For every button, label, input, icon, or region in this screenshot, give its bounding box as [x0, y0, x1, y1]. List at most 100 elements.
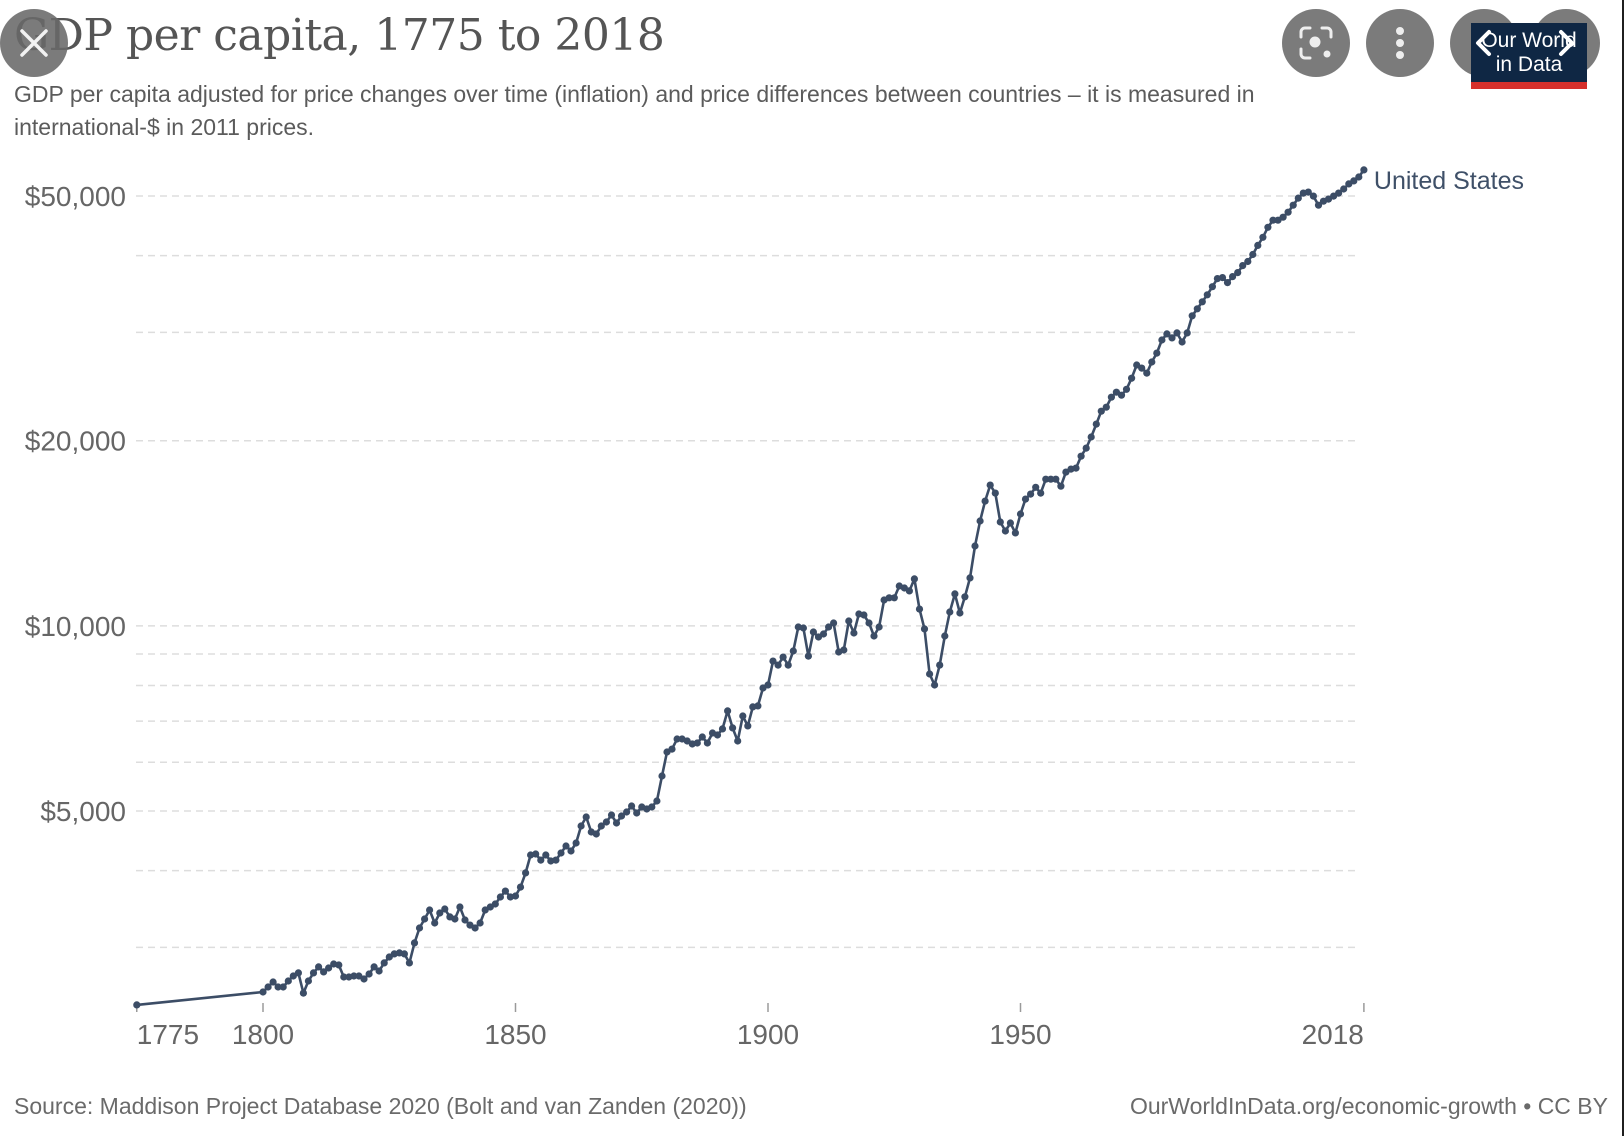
data-point[interactable]: [1032, 483, 1040, 491]
data-point[interactable]: [774, 661, 782, 669]
data-point[interactable]: [698, 733, 706, 741]
data-point[interactable]: [360, 975, 368, 983]
data-point[interactable]: [1006, 519, 1015, 527]
data-point[interactable]: [511, 892, 520, 900]
data-point[interactable]: [1218, 274, 1227, 282]
data-point[interactable]: [350, 972, 358, 980]
data-point[interactable]: [996, 518, 1004, 526]
data-point[interactable]: [1203, 291, 1211, 299]
data-point[interactable]: [1208, 283, 1216, 291]
data-point[interactable]: [274, 983, 282, 991]
data-point[interactable]: [577, 822, 585, 830]
data-point[interactable]: [471, 924, 479, 932]
data-point[interactable]: [451, 915, 459, 923]
data-point[interactable]: [1173, 329, 1181, 337]
data-point[interactable]: [1102, 403, 1110, 411]
data-point[interactable]: [769, 657, 777, 665]
data-point[interactable]: [365, 970, 373, 978]
data-point[interactable]: [1143, 369, 1151, 377]
data-point[interactable]: [693, 739, 701, 747]
data-point[interactable]: [926, 670, 934, 678]
data-point[interactable]: [870, 632, 878, 640]
data-point[interactable]: [335, 961, 343, 969]
data-point[interactable]: [320, 968, 328, 976]
data-point[interactable]: [1198, 298, 1206, 306]
data-point[interactable]: [259, 988, 267, 996]
data-point[interactable]: [981, 497, 989, 505]
data-point[interactable]: [1178, 338, 1186, 346]
data-point[interactable]: [431, 919, 439, 927]
data-point[interactable]: [476, 919, 484, 927]
data-point[interactable]: [1128, 374, 1136, 382]
data-point[interactable]: [658, 772, 666, 780]
data-point[interactable]: [1279, 213, 1287, 221]
data-point[interactable]: [1314, 201, 1323, 209]
data-point[interactable]: [961, 593, 969, 601]
data-point[interactable]: [971, 542, 979, 550]
data-point[interactable]: [673, 735, 681, 743]
data-point[interactable]: [809, 628, 818, 636]
data-point[interactable]: [956, 609, 964, 617]
data-point[interactable]: [299, 989, 307, 997]
data-point[interactable]: [628, 802, 636, 810]
data-point[interactable]: [1234, 269, 1242, 277]
data-point[interactable]: [648, 803, 656, 811]
series-label-united-states[interactable]: United States: [1374, 167, 1524, 195]
data-point[interactable]: [1097, 407, 1105, 415]
data-point[interactable]: [325, 964, 333, 972]
data-point[interactable]: [1264, 223, 1272, 231]
data-point[interactable]: [1037, 489, 1045, 497]
data-point[interactable]: [1340, 185, 1348, 193]
data-point[interactable]: [1021, 495, 1030, 503]
data-point[interactable]: [779, 653, 787, 661]
data-point[interactable]: [819, 630, 828, 638]
data-point[interactable]: [456, 903, 464, 911]
data-point[interactable]: [421, 915, 429, 923]
data-point[interactable]: [986, 481, 994, 489]
data-point[interactable]: [1092, 420, 1100, 428]
data-point[interactable]: [668, 745, 676, 753]
data-point[interactable]: [612, 819, 621, 827]
data-point[interactable]: [1016, 510, 1025, 518]
data-point[interactable]: [380, 959, 388, 967]
data-point[interactable]: [1259, 233, 1267, 241]
data-point[interactable]: [875, 623, 883, 631]
data-point[interactable]: [1122, 385, 1131, 393]
data-point[interactable]: [516, 883, 525, 891]
data-point[interactable]: [734, 737, 742, 745]
data-point[interactable]: [309, 969, 318, 977]
data-point[interactable]: [304, 977, 312, 985]
data-point[interactable]: [633, 809, 641, 817]
data-point[interactable]: [739, 712, 747, 720]
data-point[interactable]: [1360, 166, 1368, 174]
data-point[interactable]: [410, 939, 419, 947]
data-point[interactable]: [840, 646, 848, 654]
data-point[interactable]: [284, 977, 292, 985]
data-point[interactable]: [718, 725, 727, 733]
data-point[interactable]: [1183, 329, 1191, 337]
data-point[interactable]: [915, 605, 924, 613]
data-point[interactable]: [597, 822, 605, 830]
data-point[interactable]: [370, 963, 378, 971]
data-point[interactable]: [1148, 358, 1156, 366]
data-point[interactable]: [1047, 475, 1055, 483]
data-point[interactable]: [405, 959, 413, 967]
chevron-left-icon[interactable]: [1470, 27, 1498, 59]
data-point[interactable]: [315, 963, 323, 971]
data-point[interactable]: [1269, 216, 1277, 224]
data-point[interactable]: [1163, 330, 1171, 338]
data-point[interactable]: [1168, 334, 1176, 342]
data-point[interactable]: [1188, 312, 1196, 320]
data-point[interactable]: [976, 517, 984, 525]
data-point[interactable]: [905, 587, 914, 595]
data-point[interactable]: [1284, 208, 1292, 216]
data-point[interactable]: [400, 950, 408, 958]
data-point[interactable]: [744, 722, 752, 730]
data-point[interactable]: [1229, 273, 1237, 281]
data-point[interactable]: [1350, 177, 1358, 185]
data-point[interactable]: [1117, 391, 1126, 399]
data-point[interactable]: [1057, 482, 1065, 490]
data-point[interactable]: [279, 983, 287, 991]
data-point[interactable]: [713, 731, 722, 739]
data-point[interactable]: [653, 797, 661, 805]
